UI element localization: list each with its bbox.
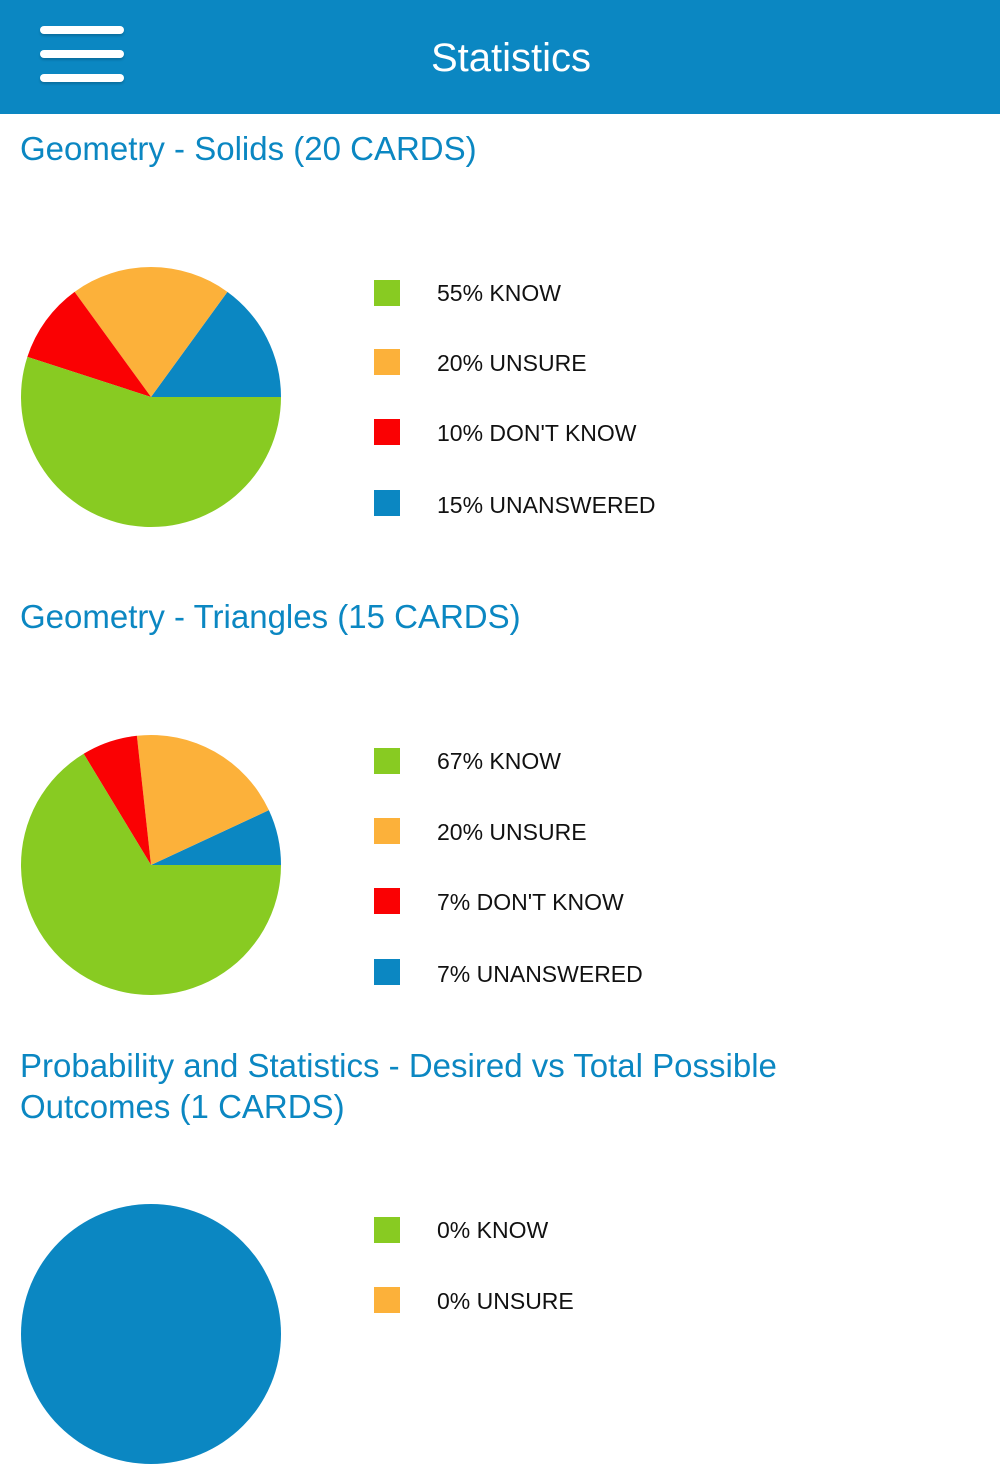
- pie-slice-know: [21, 356, 282, 527]
- pie-slice-unanswered: [21, 1204, 281, 1464]
- legend-label-know: 67% KNOW: [437, 748, 561, 774]
- legend-label-dont-know: 10% DON'T KNOW: [437, 420, 637, 446]
- legend-swatch-know: [374, 280, 400, 306]
- page-title: Statistics: [430, 36, 592, 80]
- menu-bar-line: [40, 74, 124, 82]
- legend-swatch-unanswered: [374, 490, 400, 516]
- legend-swatch-dont-know: [374, 419, 400, 445]
- menu-bar-line: [40, 26, 124, 34]
- pie-slice-unanswered: [151, 291, 281, 397]
- legend-label-unsure: 20% UNSURE: [437, 819, 587, 845]
- legend-swatch-unsure: [374, 1287, 400, 1313]
- legend-swatch-know: [374, 1217, 400, 1243]
- hamburger-menu-icon[interactable]: [40, 26, 126, 88]
- pie-slice-dont-know: [83, 735, 151, 865]
- pie-slice-unanswered: [151, 810, 281, 865]
- legend-label-unsure: 0% UNSURE: [437, 1288, 574, 1314]
- deck-title[interactable]: Probability and Statistics - Desired vs …: [20, 1047, 777, 1125]
- pie-slice-know: [21, 753, 282, 995]
- legend-swatch-unsure: [374, 818, 400, 844]
- pie-chart: [21, 267, 282, 527]
- deck-title[interactable]: Geometry - Solids (20 CARDS): [20, 130, 477, 167]
- legend-swatch-unsure: [374, 349, 400, 375]
- legend-swatch-know: [374, 748, 400, 774]
- pie-slice-unsure: [74, 267, 228, 397]
- legend-swatch-unanswered: [374, 959, 400, 985]
- legend-label-know: 55% KNOW: [437, 280, 561, 306]
- legend-label-unanswered: 7% UNANSWERED: [437, 961, 643, 987]
- deck-title[interactable]: Geometry - Triangles (15 CARDS): [20, 598, 521, 635]
- pie-slice-unsure: [136, 735, 269, 865]
- legend-label-know: 0% KNOW: [437, 1217, 549, 1243]
- menu-bar-line: [40, 50, 124, 58]
- pie-slice-dont-know: [27, 291, 151, 397]
- legend-label-dont-know: 7% DON'T KNOW: [437, 889, 624, 915]
- legend-label-unanswered: 15% UNANSWERED: [437, 492, 656, 518]
- legend-swatch-dont-know: [374, 888, 400, 914]
- legend-label-unsure: 20% UNSURE: [437, 350, 587, 376]
- top-nav-bar: Statistics: [0, 0, 1000, 114]
- pie-chart: [21, 1204, 281, 1464]
- pie-chart: [21, 735, 282, 995]
